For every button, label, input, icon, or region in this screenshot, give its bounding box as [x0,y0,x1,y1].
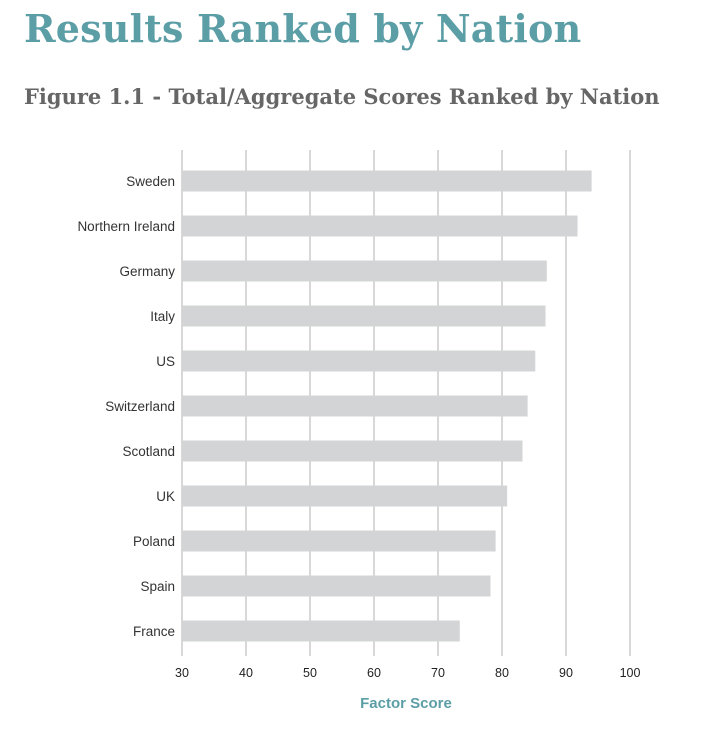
bar-italy [182,305,546,327]
page-heading: Results Ranked by Nation [24,6,582,51]
bar-spain [182,575,491,597]
category-label: Sweden [126,174,175,189]
category-labels: Sweden Northern Ireland Germany Italy US Swit… [77,174,175,639]
bar-germany [182,260,547,282]
category-label: Poland [133,534,175,549]
bar-france [182,620,460,642]
x-axis-title: Factor Score [360,695,452,712]
x-tick-label: 90 [559,666,573,680]
category-label: Switzerland [105,399,175,414]
bar-switzerland [182,395,528,417]
x-tick-label: 40 [239,666,253,680]
category-label: Scotland [122,444,175,459]
x-tick-label: 30 [175,666,189,680]
category-label: France [133,624,175,639]
bar-uk [182,485,508,507]
tick-labels: 30 40 50 60 70 80 90 100 [175,666,640,680]
category-label: UK [156,489,175,504]
bar-scotland [182,440,523,462]
category-label: Italy [150,309,175,324]
bar-poland [182,530,496,552]
x-tick-label: 80 [495,666,509,680]
x-tick-label: 50 [303,666,317,680]
bar-northern-ireland [182,215,578,237]
category-label: Spain [140,579,175,594]
x-tick-label: 100 [620,666,641,680]
category-label: Northern Ireland [77,219,175,234]
figure-title: Figure 1.1 - Total/Aggregate Scores Rank… [24,84,660,109]
bar-us [182,350,536,372]
bars [182,170,592,642]
category-label: Germany [119,264,175,279]
x-tick-label: 70 [431,666,445,680]
category-label: US [156,354,175,369]
bar-sweden [182,170,592,192]
x-tick-label: 60 [367,666,381,680]
